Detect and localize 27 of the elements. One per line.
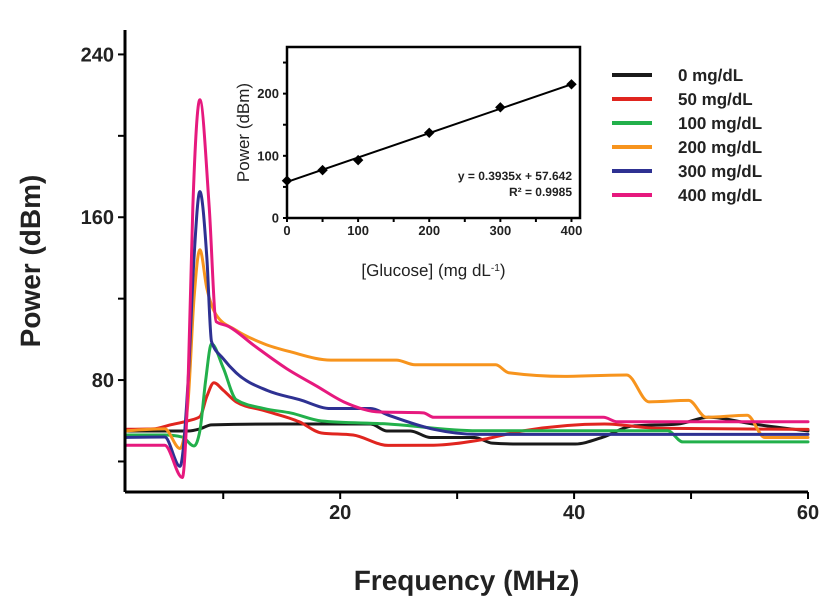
y-tick-label: 0 [272,210,279,226]
x-axis-title: Frequency (MHz) [354,565,580,596]
annotation: R² = 0.9985 [508,185,572,199]
x-tick-label: 60 [796,502,820,524]
legend-label: 400 mg/dL [678,186,762,205]
y-tick-label: 100 [257,148,279,164]
y-axis-title: Power (dBm) [15,174,46,348]
x-tick-label: 20 [329,502,352,524]
x-tick-label: 400 [560,223,582,238]
x-tick-label: 40 [562,502,586,524]
y-tick-label: 240 [80,44,114,66]
x-tick-label: 0 [283,223,291,238]
y-tick-label: 160 [80,207,114,230]
legend-label: 300 mg/dL [678,162,762,181]
x-tick-label: 200 [418,223,440,238]
line-series [124,342,810,448]
x-tick-label: 100 [347,223,369,238]
legend-label: 0 mg/dL [678,66,744,85]
y-tick-label: 80 [92,370,114,392]
y-tick-label: 200 [257,86,279,102]
y-axis-title: Power (dBm) [234,82,253,182]
legend-label: 100 mg/dL [678,114,762,133]
legend-label: 50 mg/dL [678,90,753,109]
annotation: y = 0.3935x + 57.642 [458,169,572,183]
x-tick-label: 300 [490,223,512,238]
legend-label: 200 mg/dL [678,138,762,157]
x-axis-title: [Glucose] (mg dL$^{-1}$) [361,261,506,280]
